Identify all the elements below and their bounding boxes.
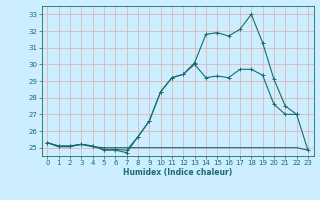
X-axis label: Humidex (Indice chaleur): Humidex (Indice chaleur) bbox=[123, 168, 232, 177]
